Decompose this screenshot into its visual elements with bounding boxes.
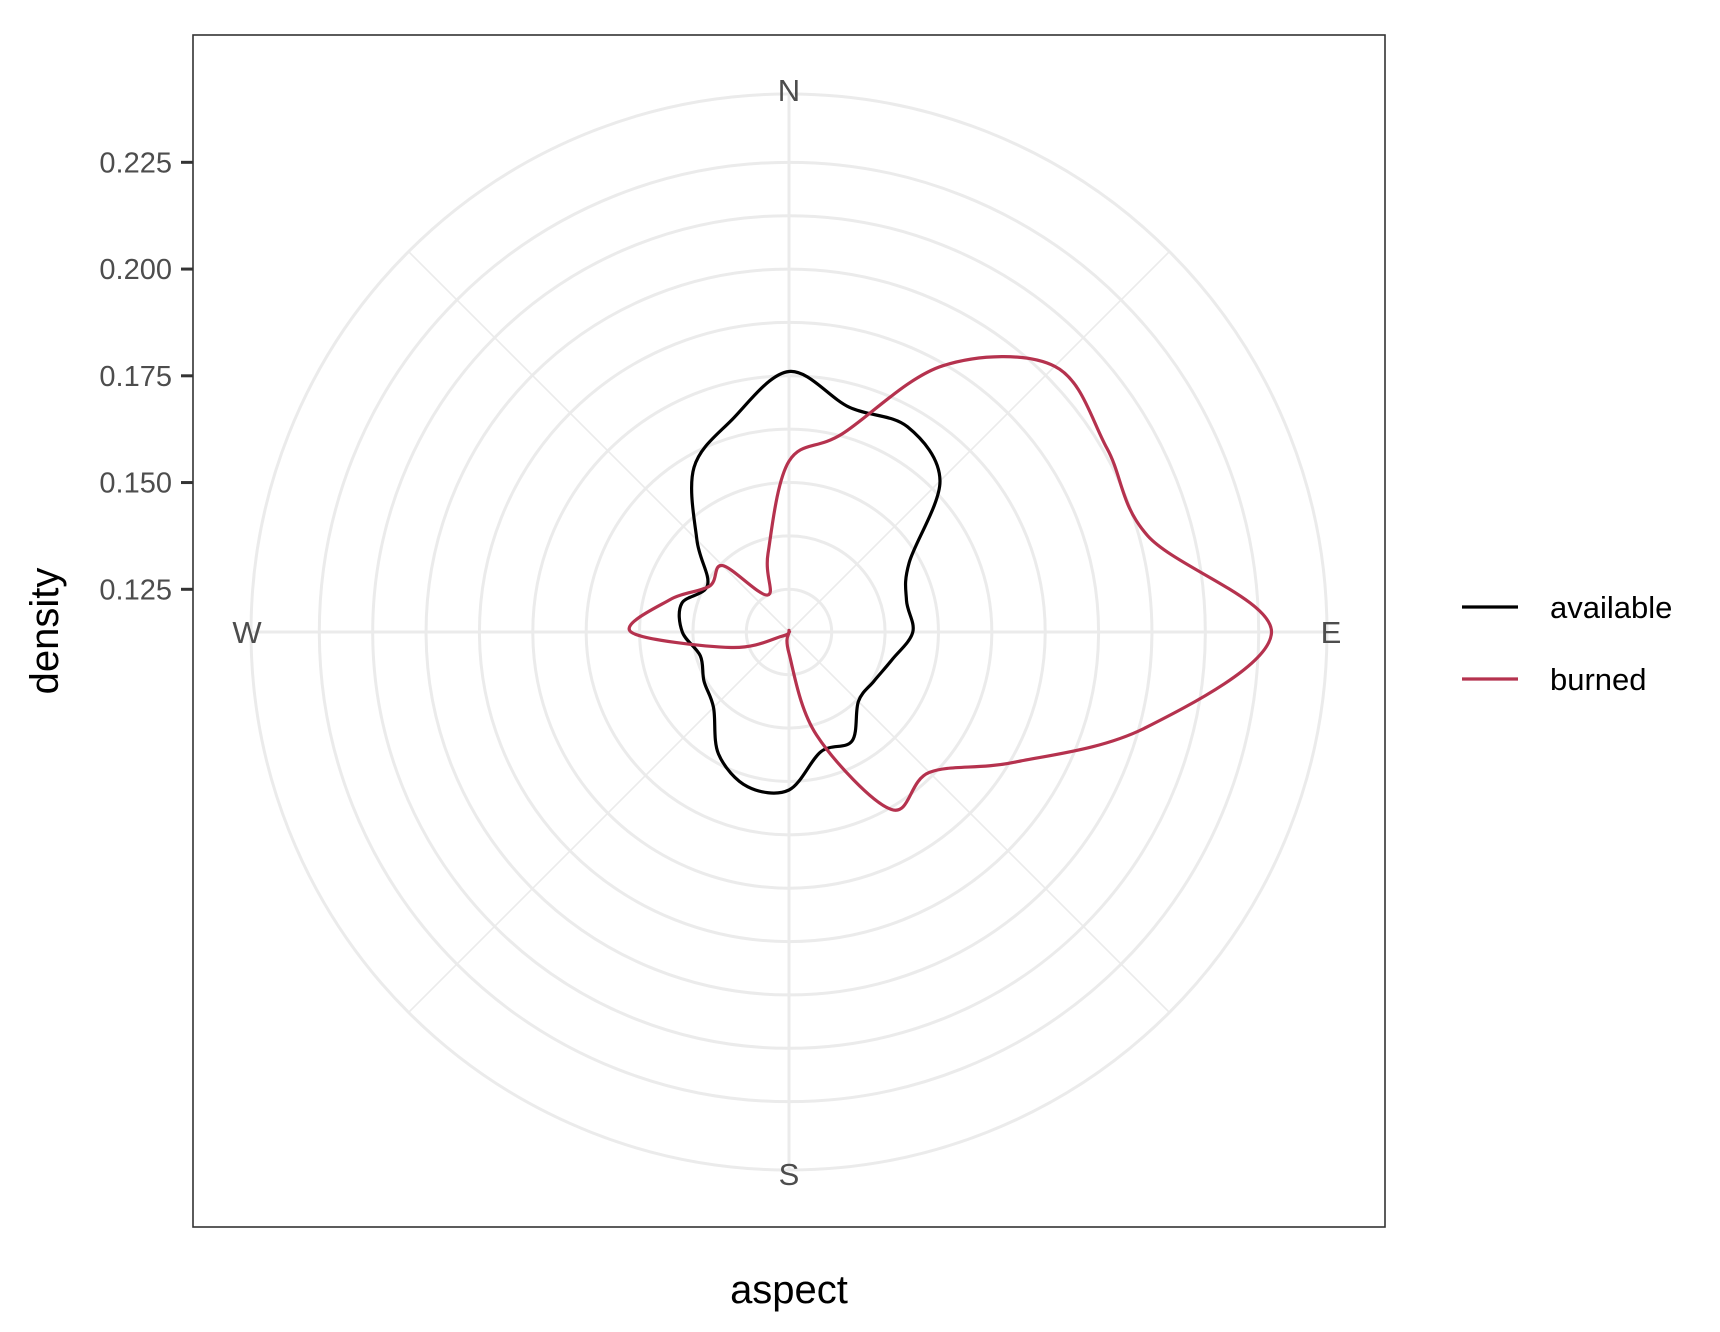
direction-label-W: W (232, 615, 262, 650)
series-line-available (677, 369, 942, 795)
panel-border (192, 34, 1386, 1228)
y-axis-title: density (23, 568, 67, 695)
grid-ring (638, 481, 940, 783)
grid-ring (424, 267, 1154, 997)
legend-label-available: available (1550, 590, 1672, 625)
grid-spoke (408, 251, 790, 633)
direction-label-N: N (778, 73, 800, 108)
y-tick-label: 0.175 (99, 361, 172, 393)
grid-ring-minor (477, 320, 1101, 944)
x-axis-title: aspect (730, 1268, 848, 1312)
y-tick-label: 0.150 (99, 468, 172, 500)
direction-label-S: S (779, 1157, 800, 1192)
y-tick-label: 0.200 (99, 254, 172, 286)
grid-ring-minor (584, 427, 994, 837)
grid-ring-minor (691, 534, 887, 730)
polar-grid (249, 92, 1329, 1172)
y-tick-label: 0.125 (99, 574, 172, 606)
grid-ring (531, 374, 1047, 890)
legend: available burned (1462, 590, 1672, 697)
grid-spoke (788, 251, 1170, 633)
direction-labels: N E S W (232, 73, 1341, 1192)
grid-ring (249, 92, 1329, 1172)
series-line-burned (627, 355, 1274, 812)
grid-spoke (408, 631, 790, 1013)
y-tick-label: 0.225 (99, 147, 172, 179)
y-axis: 0.125 0.150 0.175 0.200 0.225 (99, 147, 193, 606)
grid-ring (317, 160, 1261, 1104)
grid-spoke (788, 631, 1170, 1013)
legend-label-burned: burned (1550, 662, 1647, 697)
grid-ring-minor (371, 214, 1207, 1050)
series-lines (627, 355, 1274, 812)
grid-ring (744, 587, 834, 677)
direction-label-E: E (1321, 615, 1342, 650)
